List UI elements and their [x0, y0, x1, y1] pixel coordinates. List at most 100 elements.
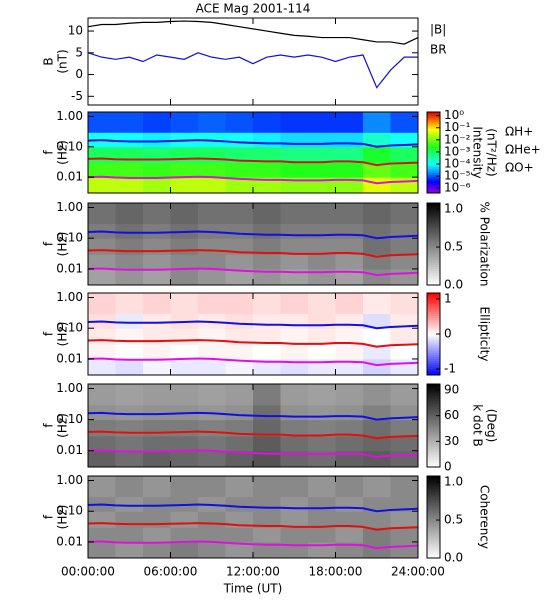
colorbar-slice: [427, 299, 440, 302]
colorbar-frame: [426, 202, 441, 286]
heatmap-cell: [198, 254, 226, 270]
heatmap-cell: [308, 238, 336, 255]
heatmap-cell: [308, 419, 336, 437]
colorbar-slice: [427, 460, 440, 464]
heatmap-cell: [253, 496, 281, 512]
heatmap-cell: [198, 435, 226, 452]
heatmap-cell: [170, 177, 199, 193]
heatmap-cell: [170, 511, 199, 528]
heatmap-cell: [170, 112, 199, 133]
colorbar-slice: [427, 502, 440, 506]
heatmap-cell: [363, 384, 391, 406]
heatmap-cell: [198, 162, 226, 178]
heatmap-cell: [308, 162, 336, 178]
y-axis-label: (Hz): [56, 140, 70, 165]
colorbar-slice: [427, 235, 440, 239]
colorbar-slice: [427, 553, 440, 557]
x-tick-label: 00:00:00: [61, 565, 115, 579]
colorbar-slice: [427, 219, 440, 222]
colorbar-tick-label: 10⁻²: [444, 132, 471, 146]
colorbar-frame: [426, 383, 441, 468]
colorbar-label: k dot B: [471, 404, 485, 446]
heatmap-cell: [225, 313, 254, 329]
colorbar-slice: [427, 168, 440, 172]
heatmap-cell: [280, 146, 309, 164]
heatmap-cell: [280, 132, 309, 148]
colorbar-slice: [427, 484, 440, 487]
heatmap-cell: [198, 476, 226, 498]
colorbar-slice: [427, 221, 440, 224]
colorbar-slice: [427, 504, 440, 508]
colorbar-tick-label: 0: [444, 460, 452, 474]
heatmap-cell: [225, 384, 254, 406]
heatmap-cell: [335, 146, 364, 164]
heatmap-cell: [225, 435, 254, 452]
heatmap-cell: [308, 476, 336, 498]
heatmap-cell: [225, 146, 254, 164]
heatmap-cell: [225, 254, 254, 270]
colorbar-slice: [427, 492, 440, 495]
heatmap-cell: [363, 293, 391, 315]
colorbar-slice: [427, 512, 440, 516]
colorbar-slice: [427, 258, 440, 261]
heatmap-cell: [335, 112, 364, 133]
series-line: [88, 230, 418, 240]
colorbar-slice: [427, 547, 440, 551]
colorbar-slice: [427, 514, 440, 518]
colorbar-slice: [427, 454, 440, 458]
colorbar-slice: [427, 268, 440, 272]
y-axis-label: (nT): [56, 49, 70, 73]
colorbar-slice: [427, 435, 440, 439]
y-tick-label: 0.01: [56, 170, 83, 184]
heatmap-cell: [335, 293, 364, 315]
colorbar-slice: [427, 541, 440, 545]
heatmap-cell: [335, 313, 364, 329]
heatmap-cell: [390, 358, 418, 375]
colorbar-slice: [427, 440, 440, 443]
plot-area: [88, 112, 418, 193]
heatmap-cell: [88, 146, 116, 164]
heatmap-cell: [308, 254, 336, 270]
heatmap-cell: [88, 293, 116, 315]
colorbar-slice: [427, 323, 440, 327]
heatmap-cell: [170, 476, 199, 498]
heatmap-cell: [225, 177, 254, 193]
heatmap-cell: [88, 527, 116, 543]
heatmap-cell: [143, 313, 171, 329]
colorbar-slice: [427, 260, 440, 263]
heatmap-cell: [253, 223, 281, 239]
colorbar-slice: [427, 410, 440, 414]
heatmap-cell: [170, 450, 199, 467]
colorbar-slice: [427, 425, 440, 428]
colorbar-slice: [427, 482, 440, 485]
heatmap-cell: [115, 511, 144, 528]
colorbar-slice: [427, 386, 440, 389]
heatmap-cell: [170, 254, 199, 270]
heatmap-cell: [253, 112, 281, 133]
colorbar-slice: [427, 301, 440, 304]
heatmap-cell: [198, 203, 226, 225]
y-axis-label: (Hz): [56, 232, 70, 257]
heatmap-cell: [335, 132, 364, 148]
colorbar-label: Coherency: [478, 485, 492, 549]
heatmap-cell: [198, 238, 226, 255]
colorbar-slice: [427, 319, 440, 323]
heatmap-cell: [390, 450, 418, 467]
heatmap-cell: [225, 162, 254, 178]
heatmap-cell: [363, 358, 391, 375]
heatmap-cell: [335, 328, 364, 345]
y-tick-label: 1.00: [56, 381, 83, 395]
colorbar-slice: [427, 241, 440, 245]
heatmap-cell: [253, 541, 281, 558]
heatmap-cell: [115, 328, 144, 345]
colorbar-slice: [427, 478, 440, 481]
colorbar-slice: [427, 118, 440, 121]
colorbar-slice: [427, 533, 440, 536]
heatmap-cell: [115, 238, 144, 255]
heatmap-cell: [335, 384, 364, 406]
colorbar-slice: [427, 390, 440, 393]
heatmap-cell: [280, 511, 309, 528]
heatmap-cell: [170, 293, 199, 315]
y-tick-label: 1.00: [56, 290, 83, 304]
heatmap-cell: [253, 146, 281, 164]
